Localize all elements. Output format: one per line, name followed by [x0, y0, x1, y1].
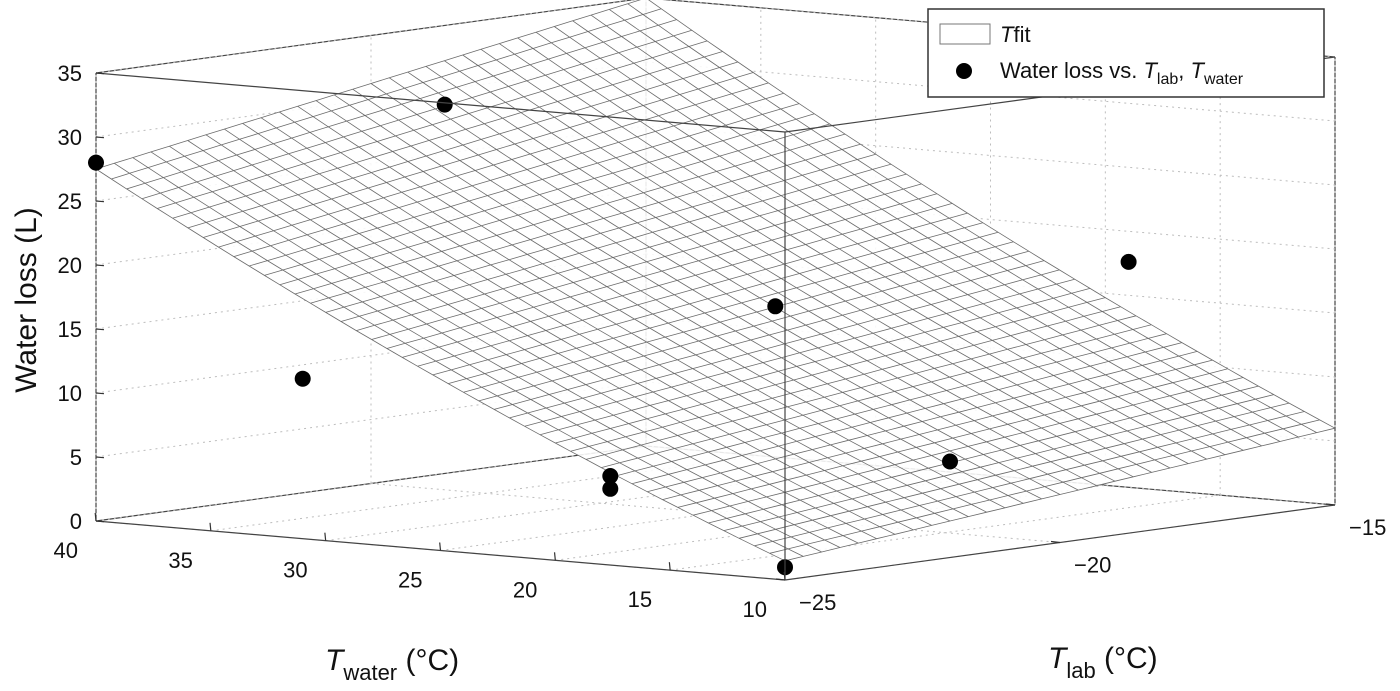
mesh-line-y-12 — [315, 100, 1006, 509]
fit-surface — [95, 0, 1336, 562]
mesh-line-y-5 — [187, 140, 877, 540]
x-tick-mark-2 — [553, 552, 556, 561]
mesh-line-y-20 — [462, 54, 1152, 473]
mesh-line-y-15 — [370, 83, 1061, 495]
z-tick-label-3: 15 — [58, 317, 82, 342]
y-axis-title-subscript: lab — [1066, 658, 1095, 683]
x-tick-label-6: 40 — [54, 538, 78, 563]
mesh-line-y-11 — [297, 105, 987, 513]
x-tick-mark-0 — [783, 571, 786, 581]
mesh-line-y-7 — [224, 128, 914, 531]
x-axis-title-unit: (°C) — [397, 644, 459, 677]
z-tick-mark-6 — [95, 136, 105, 139]
mesh-line-y-14 — [352, 88, 1042, 500]
x-tick-label-2: 20 — [513, 577, 537, 602]
mesh-line-y-24 — [535, 31, 1226, 456]
y-tick-mark-1 — [1050, 540, 1061, 544]
mesh-line-y-10 — [279, 111, 969, 517]
z-tick-mark-0 — [95, 520, 105, 523]
x-tick-mark-4 — [324, 532, 327, 541]
z-axis-title: Water loss (L) — [10, 207, 43, 393]
mesh-line-y-13 — [334, 94, 1024, 504]
mesh-line-y-9 — [260, 117, 951, 522]
data-point-8 — [942, 453, 958, 470]
z-tick-label-6: 30 — [58, 125, 82, 150]
mesh-line-y-4 — [169, 145, 859, 544]
mesh-line-y-27 — [590, 14, 1281, 442]
z-tick-mark-5 — [95, 200, 105, 203]
y-tick-label-1: −20 — [1074, 553, 1111, 578]
x-tick-mark-6 — [94, 512, 97, 522]
z-tick-mark-2 — [95, 392, 105, 395]
legend-box — [927, 8, 1325, 98]
mesh-line-y-3 — [150, 151, 841, 548]
y-tick-label-2: −15 — [1349, 515, 1386, 540]
mesh-line-y-18 — [425, 66, 1116, 482]
grid-z-left-7 — [95, 0, 636, 74]
mesh-line-y-1 — [114, 162, 804, 557]
mesh-line-y-19 — [444, 60, 1134, 478]
x-tick-label-5: 35 — [168, 548, 192, 573]
data-point-4 — [602, 468, 619, 484]
data-point-0 — [88, 154, 104, 171]
data-point-2 — [294, 370, 311, 387]
z-tick-label-5: 25 — [58, 189, 82, 214]
mesh-line-y-30 — [648, 0, 1336, 429]
legend: Tfit Water loss vs. Tlab, Twater — [927, 8, 1325, 98]
y-tick-mark-0 — [775, 578, 786, 581]
z-tick-label-2: 10 — [58, 381, 82, 406]
z-tick-mark-3 — [95, 328, 105, 331]
legend-surface-label: Tfit — [1000, 22, 1031, 47]
x-tick-mark-5 — [209, 522, 212, 531]
x-axis-title-subscript: water — [342, 660, 397, 685]
mesh-line-y-16 — [389, 77, 1079, 491]
mesh-line-y-28 — [609, 9, 1299, 438]
z-tick-mark-7 — [95, 72, 105, 75]
mesh-line-y-25 — [554, 26, 1244, 451]
y-axis-title-unit: (°C) — [1096, 642, 1158, 675]
x-tick-mark-1 — [668, 562, 671, 571]
mesh-line-y-6 — [205, 134, 896, 535]
x-axis-title-symbol: T — [325, 644, 346, 677]
mesh-line-y-21 — [480, 48, 1171, 469]
x-tick-label-0: 10 — [743, 597, 767, 622]
data-point-1 — [436, 96, 453, 113]
data-point-5 — [602, 480, 619, 497]
surface-fill — [96, 0, 1335, 561]
legend-marker-swatch — [956, 63, 972, 79]
legend-surface-swatch — [939, 23, 991, 45]
mesh-line-y-0 — [95, 168, 786, 562]
mesh-line-y-2 — [132, 157, 822, 553]
mesh-line-y-26 — [572, 20, 1262, 447]
y-tick-mark-2 — [1325, 503, 1336, 506]
data-point-7 — [1120, 253, 1137, 270]
mesh-line-y-29 — [627, 3, 1317, 433]
tick-labels: 0 5 10 15 20 25 30 35 10 15 20 25 30 35 40 −25 −20 −15 — [54, 61, 1387, 622]
y-axis-title-symbol: T — [1048, 642, 1069, 675]
grid-y-floor-1 — [370, 483, 1061, 543]
x-tick-mark-3 — [439, 542, 442, 551]
data-point-3 — [767, 298, 784, 315]
legend-marker-label: Water loss vs. Tlab, Twater — [1000, 58, 1244, 88]
z-tick-label-0: 0 — [70, 509, 82, 534]
x-tick-label-3: 25 — [398, 568, 422, 593]
z-tick-label-7: 35 — [58, 61, 82, 86]
z-tick-mark-4 — [95, 264, 105, 267]
mesh-line-y-8 — [242, 123, 932, 526]
mesh-line-y-23 — [517, 37, 1207, 460]
z-tick-label-4: 20 — [58, 253, 82, 278]
x-tick-label-4: 30 — [283, 558, 307, 583]
y-tick-label-0: −25 — [799, 590, 836, 615]
z-tick-mark-1 — [95, 456, 105, 459]
z-tick-label-1: 5 — [70, 445, 82, 470]
box-edge-front-1 — [95, 72, 786, 133]
mesh-line-y-17 — [407, 71, 1097, 487]
data-points — [88, 96, 1137, 576]
x-axis-title: Twater (°C) — [325, 644, 459, 685]
x-tick-label-1: 15 — [628, 587, 652, 612]
y-axis-title: Tlab (°C) — [1048, 642, 1158, 683]
mesh-line-y-22 — [499, 43, 1189, 464]
